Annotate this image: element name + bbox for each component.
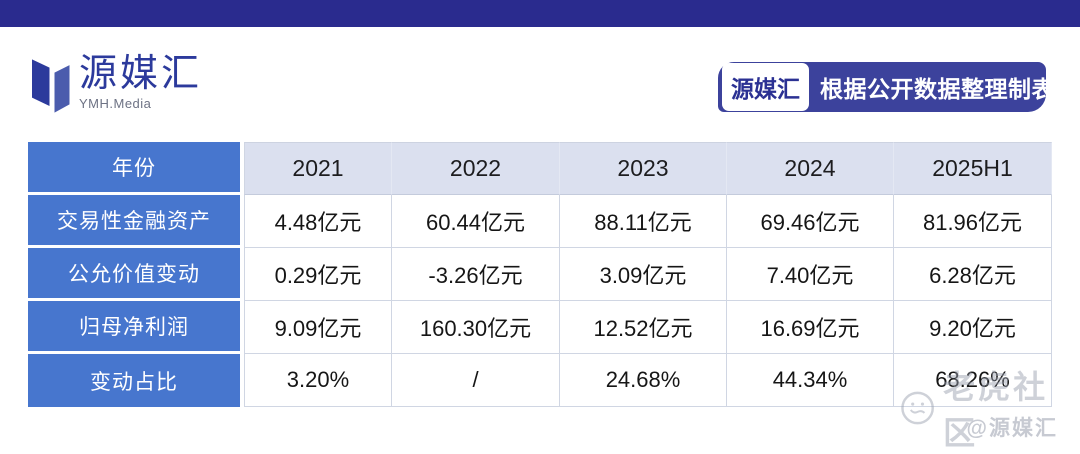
credit-badge: 源媒汇 根据公开数据整理制表 <box>718 62 1055 112</box>
row-label-fair-value-change: 公允价值变动 <box>28 248 244 301</box>
table-cell: 9.09亿元 <box>244 301 392 354</box>
table-header-2021: 2021 <box>244 142 392 195</box>
author-handle-watermark: @源媒汇 <box>966 417 1058 440</box>
table-cell: 7.40亿元 <box>727 248 894 301</box>
brand-logo-icon <box>32 59 70 113</box>
table-header-2022: 2022 <box>392 142 560 195</box>
table-cell: -3.26亿元 <box>392 248 560 301</box>
table-cell: / <box>392 354 560 407</box>
table-cell: 0.29亿元 <box>244 248 392 301</box>
brand-logo: 源媒汇 YMH.Media <box>32 54 202 116</box>
table-header-2025h1: 2025H1 <box>894 142 1052 195</box>
table-cell: 88.11亿元 <box>560 195 727 248</box>
row-label-net-profit: 归母净利润 <box>28 301 244 354</box>
table-cell: 3.09亿元 <box>560 248 727 301</box>
table-header-2023: 2023 <box>560 142 727 195</box>
table-cell: 9.20亿元 <box>894 301 1052 354</box>
credit-badge-brand: 源媒汇 <box>722 63 809 111</box>
row-label-trading-financial-assets: 交易性金融资产 <box>28 195 244 248</box>
table-cell: 6.28亿元 <box>894 248 1052 301</box>
table-cell: 24.68% <box>560 354 727 407</box>
table-cell: 160.30亿元 <box>392 301 560 354</box>
table-cell: 44.34% <box>727 354 894 407</box>
table-cell: 4.48亿元 <box>244 195 392 248</box>
top-navy-bar <box>0 0 1080 27</box>
table-cell: 60.44亿元 <box>392 195 560 248</box>
table-cell: 81.96亿元 <box>894 195 1052 248</box>
table-header-2024: 2024 <box>727 142 894 195</box>
table-cell: 12.52亿元 <box>560 301 727 354</box>
table-cell: 68.26% <box>894 354 1052 407</box>
table-header-label: 年份 <box>28 142 244 195</box>
brand-subtitle: YMH.Media <box>79 96 152 111</box>
table-cell: 3.20% <box>244 354 392 407</box>
table-cell: 69.46亿元 <box>727 195 894 248</box>
brand-name: 源媒汇 <box>79 53 203 95</box>
row-label-change-ratio: 变动占比 <box>28 354 244 407</box>
credit-badge-note: 根据公开数据整理制表 <box>820 76 1055 102</box>
financial-data-table: 年份 2021 2022 2023 2024 2025H1 交易性金融资产 4.… <box>28 142 1052 407</box>
table-cell: 16.69亿元 <box>727 301 894 354</box>
